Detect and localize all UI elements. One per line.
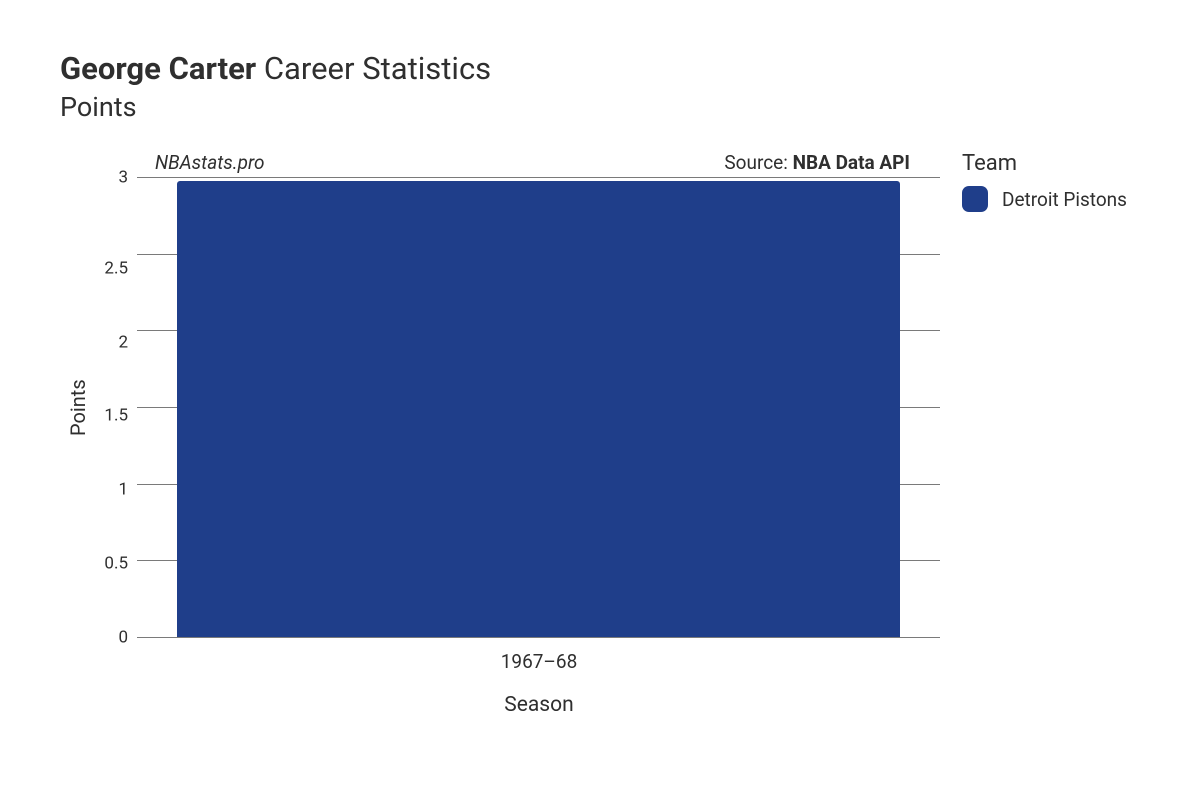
watermark-text: NBAstats.pro: [155, 151, 265, 174]
legend-title: Team: [962, 151, 1127, 176]
legend-item: Detroit Pistons: [962, 186, 1127, 212]
legend-swatch: [962, 186, 988, 212]
x-tick-label: 1967–68: [138, 650, 940, 673]
y-axis-ticks: 32.521.510.50: [96, 178, 136, 638]
legend-item-label: Detroit Pistons: [1002, 188, 1127, 211]
plot-row: Points 32.521.510.50: [60, 178, 940, 638]
chart-area: NBAstats.pro Source: NBA Data API Points…: [60, 151, 940, 717]
bar: [177, 181, 900, 637]
gridline: [137, 637, 940, 638]
chart-body: NBAstats.pro Source: NBA Data API Points…: [60, 151, 1160, 717]
title-player-name: George Carter: [60, 50, 256, 87]
source-text: Source: NBA Data API: [724, 151, 910, 174]
y-tick-label: 0.5: [104, 556, 128, 573]
gridline: [137, 177, 940, 178]
y-tick-label: 1: [118, 482, 128, 499]
chart-subtitle: Points: [60, 91, 1160, 123]
title-suffix: Career Statistics: [256, 50, 491, 87]
plot-area: [136, 178, 940, 638]
source-name: NBA Data API: [793, 151, 910, 174]
y-tick-label: 2.5: [104, 260, 128, 277]
legend-items: Detroit Pistons: [962, 186, 1127, 212]
annotation-row: NBAstats.pro Source: NBA Data API: [60, 151, 940, 178]
chart-title: George Carter Career Statistics: [60, 50, 1160, 87]
y-axis-label: Points: [60, 178, 96, 638]
y-tick-label: 1.5: [104, 408, 128, 425]
y-tick-label: 0: [118, 629, 128, 646]
x-axis-ticks: 1967–68: [60, 638, 940, 673]
legend: Team Detroit Pistons: [940, 151, 1127, 717]
x-axis-label: Season: [60, 673, 940, 717]
source-label: Source:: [724, 151, 792, 174]
chart-container: George Carter Career Statistics Points N…: [0, 0, 1200, 757]
y-tick-label: 2: [118, 334, 128, 351]
y-tick-label: 3: [118, 170, 128, 187]
